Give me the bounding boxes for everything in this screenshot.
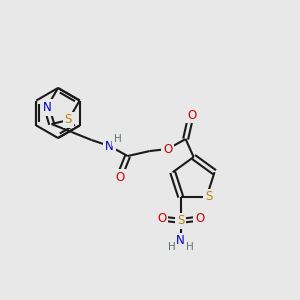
Text: O: O (195, 212, 204, 225)
Text: S: S (177, 214, 184, 227)
Text: O: O (115, 170, 124, 184)
Text: O: O (187, 109, 196, 122)
Text: H: H (114, 134, 122, 144)
Text: N: N (176, 234, 185, 247)
Text: O: O (157, 212, 166, 225)
Text: N: N (42, 101, 51, 114)
Text: H: H (168, 242, 176, 252)
Text: N: N (105, 140, 114, 152)
Text: O: O (163, 142, 172, 155)
Text: S: S (65, 113, 72, 127)
Text: S: S (205, 190, 212, 203)
Text: H: H (186, 242, 194, 252)
